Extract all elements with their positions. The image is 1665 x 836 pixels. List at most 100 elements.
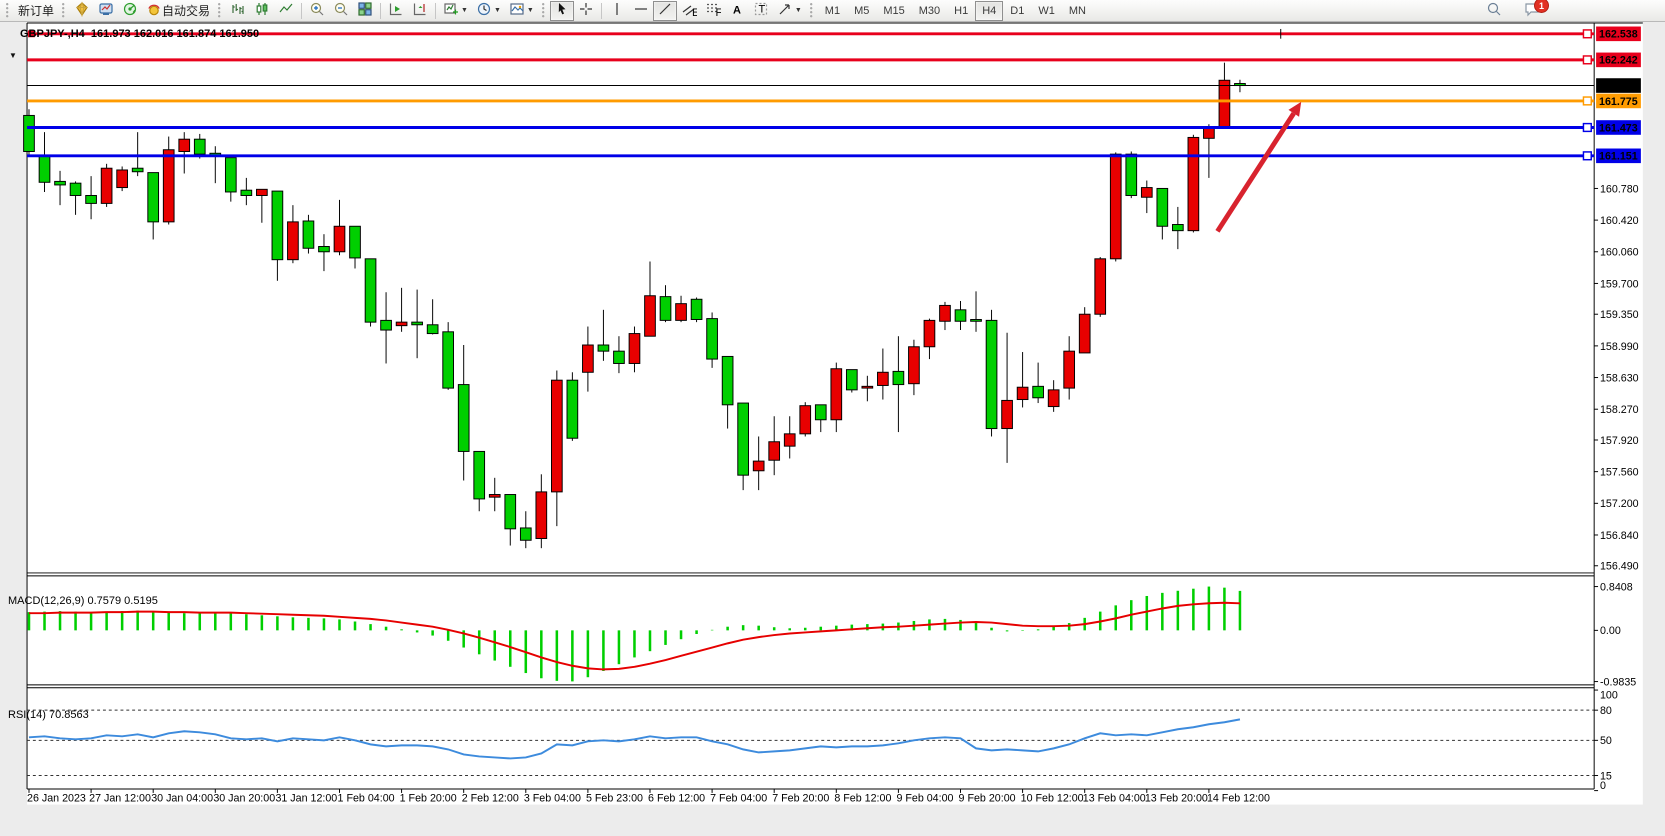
notifications-button[interactable]: 1 [1520, 0, 1559, 21]
timeframe-d1-button[interactable]: D1 [1003, 1, 1031, 21]
metaeditor-button[interactable] [70, 1, 94, 21]
bear-candle [519, 527, 532, 541]
bear-candle [271, 190, 284, 261]
cursor-button[interactable] [549, 0, 574, 21]
bull-candle [752, 460, 765, 472]
templates-button[interactable]: ▼ [505, 1, 538, 21]
timeframe-group: M1 M5 M15 M30 H1 H4 D1 W1 MN [818, 0, 1093, 21]
svg-text:30 Jan 04:00: 30 Jan 04:00 [151, 793, 213, 805]
hline-handle [1582, 29, 1592, 39]
equidistant-channel-button[interactable]: E [677, 1, 701, 21]
svg-text:1 Feb 20:00: 1 Feb 20:00 [400, 793, 457, 805]
svg-text:A: A [733, 5, 741, 17]
new-order-button[interactable]: 新订单 [14, 1, 58, 21]
tile-windows-button[interactable] [353, 1, 377, 21]
bull-candle [877, 371, 889, 386]
autotrading-button[interactable]: 自动交易 [142, 1, 214, 21]
chart-shift-icon [412, 1, 428, 20]
timeframe-h1-button[interactable]: H1 [947, 1, 975, 21]
bull-candle [1001, 399, 1013, 430]
zoom-out-button[interactable] [329, 1, 353, 21]
chart-shift-button[interactable] [408, 1, 432, 21]
toolbar-grip[interactable] [809, 2, 814, 19]
fibonacci-button[interactable]: F [701, 1, 725, 21]
new-chart-button[interactable]: ▼ [439, 1, 472, 21]
search-button[interactable] [1482, 1, 1506, 21]
svg-text:156.840: 156.840 [1600, 530, 1639, 542]
toolbar-grip[interactable] [541, 2, 546, 19]
svg-text:9 Feb 20:00: 9 Feb 20:00 [959, 793, 1016, 805]
hline-handle [1582, 55, 1592, 65]
toolbar-grip[interactable] [6, 2, 10, 19]
bear-candle [985, 319, 998, 430]
chevron-down-icon: ▼ [526, 7, 534, 14]
bear-candle [240, 189, 253, 196]
bull-candle [535, 491, 548, 539]
timeframe-h4-button[interactable]: H4 [975, 0, 1004, 21]
macd-signal-line [28, 601, 1240, 671]
timeframe-m15-button[interactable]: M15 [876, 1, 911, 21]
auto-scroll-button[interactable] [384, 1, 408, 21]
toolbar-grip[interactable] [218, 2, 223, 19]
hlines-layer[interactable]: 162.538 162.242 161.950 161.775 161.473 161.1… [27, 26, 1641, 164]
zoom-in-button[interactable] [305, 1, 329, 21]
timeframe-m5-button[interactable]: M5 [847, 1, 876, 21]
bear-candle [954, 309, 967, 322]
text-label-button[interactable]: T [749, 1, 773, 21]
chart-collapse-icon[interactable]: ▼ [9, 51, 17, 60]
search-icon [1486, 1, 1502, 20]
toolbar-grip[interactable] [62, 2, 67, 19]
rsi-indicator-label: RSI(14) 70.8563 [8, 709, 89, 721]
periods-button[interactable]: ▼ [472, 1, 505, 21]
timeframe-w1-button[interactable]: W1 [1031, 1, 1062, 21]
bar-chart-button[interactable] [226, 1, 250, 21]
bull-candle [395, 321, 408, 327]
bear-candle [566, 379, 579, 439]
bear-candle [970, 319, 982, 322]
main-toolbar: 新订单 自动交易 ▼ ▼ ▼ E F A T ▼ M1 M5 M15 M30 H1 H4 D… [0, 0, 1665, 22]
bear-candle [54, 180, 66, 186]
trendline-button[interactable] [652, 0, 677, 21]
svg-text:1 Feb 04:00: 1 Feb 04:00 [338, 793, 395, 805]
svg-text:162.242: 162.242 [1599, 55, 1638, 67]
timeframe-m1-button[interactable]: M1 [818, 1, 847, 21]
svg-text:0.8408: 0.8408 [1600, 581, 1633, 593]
horizontal-line-button[interactable] [629, 1, 653, 21]
price-axis: 160.780 160.420 160.060 159.700 159.350 158.9… [1594, 183, 1639, 573]
signals-button[interactable] [118, 1, 142, 21]
timeframe-mn-button[interactable]: MN [1062, 1, 1093, 21]
vertical-line-button[interactable] [605, 1, 629, 21]
bear-candle [1032, 385, 1044, 399]
bull-candle [1047, 389, 1060, 408]
timeframe-m30-button[interactable]: M30 [912, 1, 947, 21]
bull-candle [783, 433, 796, 447]
bear-candle [457, 384, 470, 452]
fibonacci-icon: F [705, 1, 722, 20]
bear-candle [706, 318, 718, 360]
svg-text:159.700: 159.700 [1600, 278, 1639, 290]
svg-text:-0.9835: -0.9835 [1600, 676, 1636, 688]
toolbar-right-cluster: 1 [1482, 0, 1559, 21]
svg-text:157.200: 157.200 [1600, 498, 1639, 510]
chart-canvas[interactable]: 160.780 160.420 160.060 159.700 159.350 158.9… [0, 22, 1665, 826]
bear-candle [349, 225, 361, 259]
svg-text:160.420: 160.420 [1600, 215, 1639, 227]
bear-candle [892, 370, 905, 386]
vertical-line-icon [609, 1, 625, 20]
line-chart-button[interactable] [274, 1, 298, 21]
cursor-icon [554, 1, 570, 20]
crosshair-button[interactable] [574, 1, 598, 21]
hline-handle [1582, 151, 1592, 161]
bear-candle [814, 404, 827, 421]
trend-arrow-annotation[interactable] [1215, 101, 1302, 233]
terminal-button[interactable] [94, 1, 118, 21]
gem-icon [74, 1, 90, 20]
bear-candle [85, 194, 97, 204]
svg-text:100: 100 [1600, 689, 1618, 701]
arrows-shapes-button[interactable]: ▼ [773, 1, 806, 21]
text-button[interactable]: A [725, 1, 749, 21]
toolbar-separator [301, 2, 303, 19]
tile-windows-icon [357, 1, 373, 20]
bars-icon [230, 1, 246, 20]
candlestick-chart-button[interactable] [250, 1, 274, 21]
